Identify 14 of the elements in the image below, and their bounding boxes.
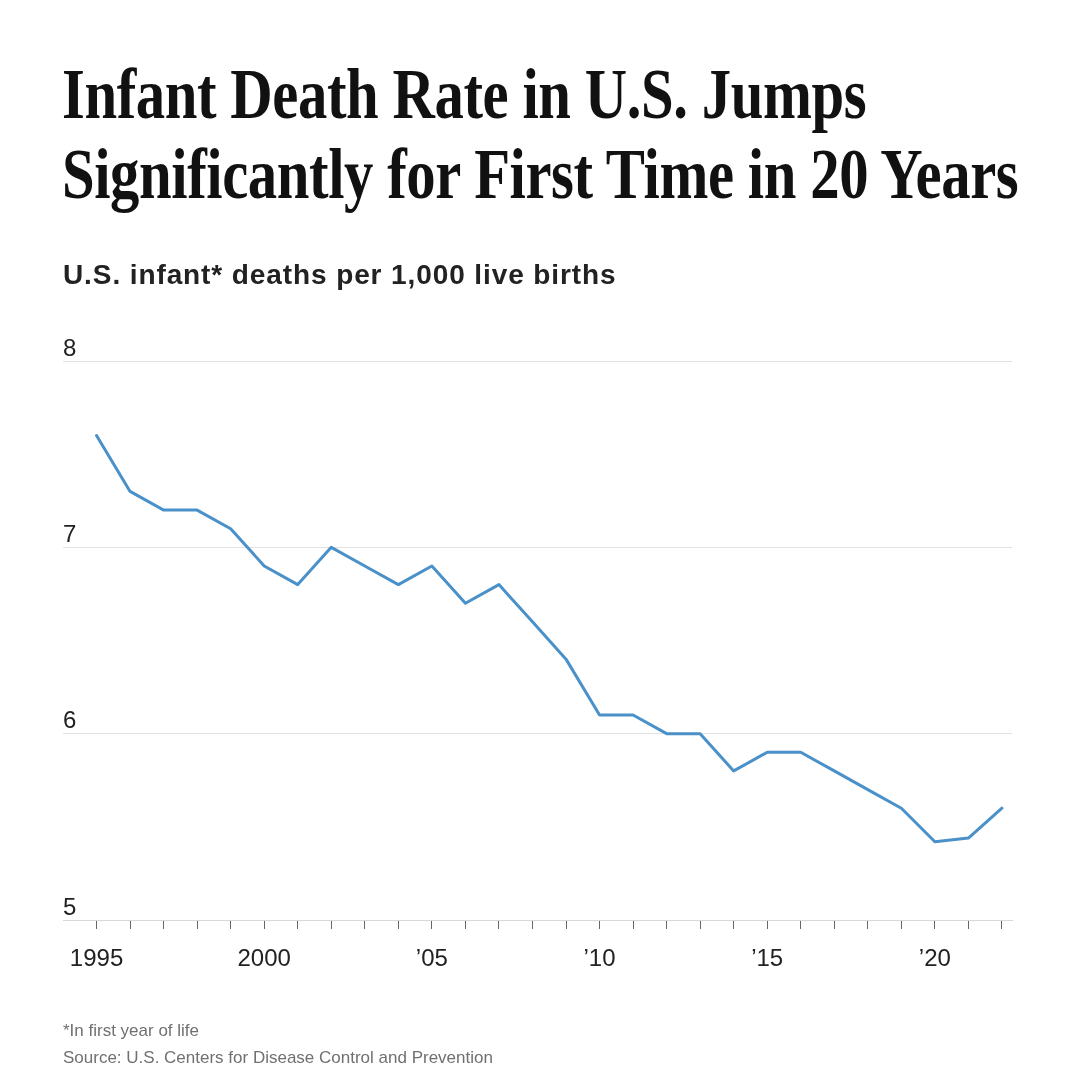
y-tick-label: 5 — [63, 892, 77, 920]
chart-subtitle: U.S. infant* deaths per 1,000 live births — [63, 259, 617, 291]
y-tick-label: 6 — [63, 706, 77, 734]
x-tick-label: 2000 — [237, 944, 291, 972]
x-tick-label: ’15 — [751, 944, 784, 972]
x-tick-label: ’10 — [583, 944, 616, 972]
text: *In first year of life — [63, 1020, 201, 1042]
chart-title: Infant Death Rate in U.S. Jumps Significantly for First Time in 20 Years — [62, 54, 1020, 214]
y-tick-label: 7 — [63, 519, 77, 547]
y-tick-label: 8 — [63, 333, 77, 361]
x-tick-label: ’20 — [918, 944, 951, 972]
x-tick-label: 1995 — [69, 944, 124, 972]
x-tick-label: ’05 — [415, 944, 448, 972]
source-note: Source: U.S. Centers for Disease Control and Prevention — [63, 1047, 493, 1069]
